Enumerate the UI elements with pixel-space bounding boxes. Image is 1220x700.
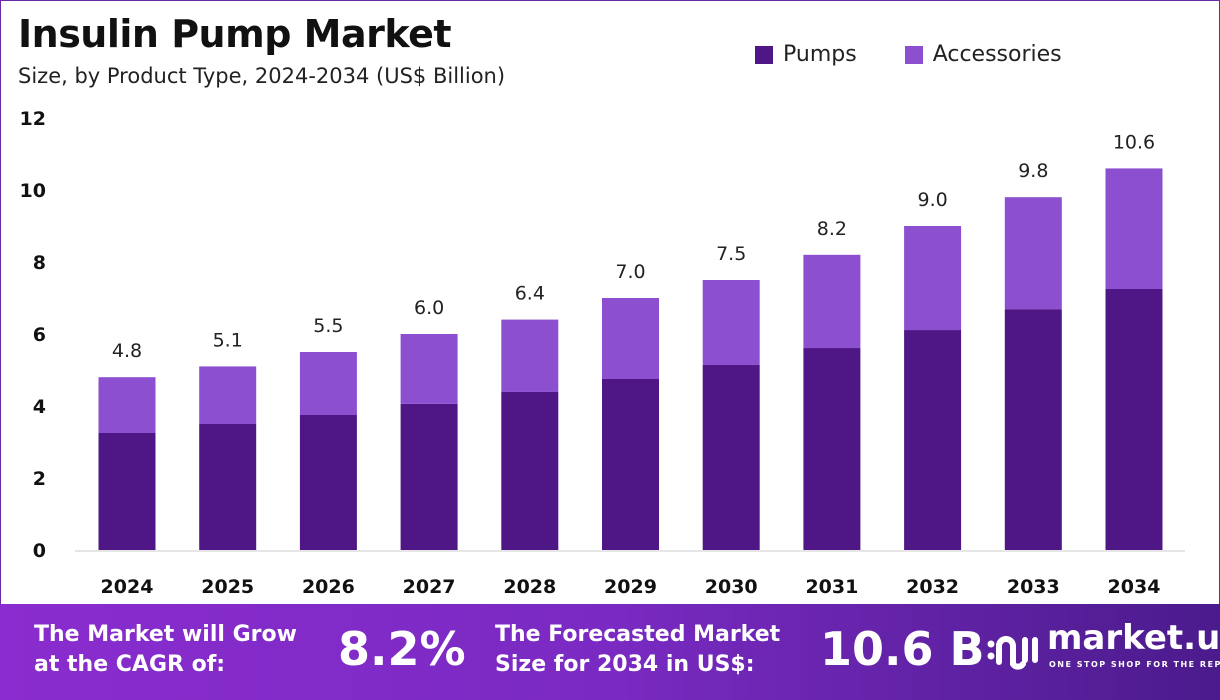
forecast-text: The Forecasted Market Size for 2034 in U… — [495, 622, 781, 677]
total-data-label: 9.0 — [917, 189, 947, 211]
forecast-value: 10.6 B — [820, 622, 985, 676]
legend-swatch-accessories — [904, 45, 923, 64]
bar-accessories — [199, 366, 257, 424]
bar-pumps — [299, 415, 357, 550]
total-data-label: 5.5 — [313, 315, 343, 337]
total-data-label: 9.8 — [1018, 160, 1048, 182]
total-data-label: 5.1 — [213, 329, 243, 351]
chart-subtitle: Size, by Product Type, 2024-2034 (US$ Bi… — [18, 64, 506, 88]
logo-icon — [987, 636, 1038, 670]
y-tick-label: 4 — [33, 396, 46, 418]
total-data-label: 8.2 — [817, 218, 847, 240]
legend-label: Accessories — [932, 42, 1062, 67]
y-tick-label: 6 — [33, 324, 46, 346]
bar-accessories — [602, 298, 659, 379]
cagr-text: The Market will Grow at the CAGR of: — [34, 622, 297, 677]
x-tick-label: 2031 — [805, 576, 858, 598]
bar-accessories — [1105, 168, 1163, 289]
x-tick-label: 2029 — [604, 576, 657, 598]
bar-accessories — [299, 352, 357, 415]
x-tick-label: 2024 — [101, 576, 154, 598]
total-data-label: 7.5 — [716, 243, 746, 265]
legend-item-pumps: Pumps — [755, 42, 857, 67]
bar-pumps — [1105, 289, 1163, 550]
bar-pumps — [98, 433, 156, 550]
total-data-label: 6.0 — [414, 297, 444, 319]
bar-pumps — [400, 403, 458, 550]
bar-accessories — [803, 254, 861, 349]
bar-accessories — [400, 334, 458, 404]
logo-tagline: ONE STOP SHOP FOR THE REPORTS — [1049, 660, 1220, 669]
x-tick-label: 2032 — [906, 576, 959, 598]
total-data-label: 7.0 — [615, 261, 645, 283]
bar-accessories — [702, 280, 760, 365]
x-tick-label: 2025 — [201, 576, 254, 598]
bar-accessories — [1004, 197, 1062, 310]
y-tick-label: 2 — [33, 468, 46, 490]
bar-pumps — [199, 424, 257, 550]
chart-title: Insulin Pump Market — [18, 12, 452, 56]
bar-accessories — [501, 319, 559, 392]
footer-banner: The Market will Grow at the CAGR of: 8.2… — [0, 604, 1220, 700]
bar-pumps — [501, 391, 559, 550]
x-tick-label: 2034 — [1108, 576, 1161, 598]
bar-chart: 0 2 4 6 8 10 12 4.8 2024 5.1 2025 5.5 2026 6.0 2027 6.4… — [20, 108, 1185, 598]
total-data-label: 10.6 — [1113, 131, 1155, 153]
bar-accessories — [98, 377, 156, 433]
logo-name: market.us — [1047, 618, 1220, 658]
legend-item-accessories: Accessories — [904, 42, 1062, 67]
legend-swatch-pumps — [755, 45, 773, 64]
x-tick-label: 2026 — [302, 576, 355, 598]
bar-accessories — [904, 226, 962, 331]
x-tick-label: 2030 — [705, 576, 758, 598]
y-tick-label: 0 — [33, 540, 46, 562]
bar-pumps — [904, 330, 962, 550]
legend: Pumps Accessories — [755, 42, 1062, 67]
x-tick-label: 2027 — [403, 576, 456, 598]
x-tick-label: 2033 — [1007, 576, 1060, 598]
x-tick-label: 2028 — [503, 576, 556, 598]
y-tick-label: 10 — [20, 180, 46, 202]
cagr-value: 8.2% — [338, 622, 466, 676]
total-data-label: 6.4 — [515, 283, 545, 305]
bar-pumps — [1004, 309, 1062, 550]
bar-pumps — [602, 379, 659, 550]
bar-pumps — [702, 364, 760, 550]
bar-pumps — [803, 348, 861, 550]
y-tick-label: 12 — [20, 108, 46, 130]
total-data-label: 4.8 — [112, 340, 142, 362]
y-tick-label: 8 — [33, 252, 46, 274]
legend-label: Pumps — [783, 42, 857, 67]
